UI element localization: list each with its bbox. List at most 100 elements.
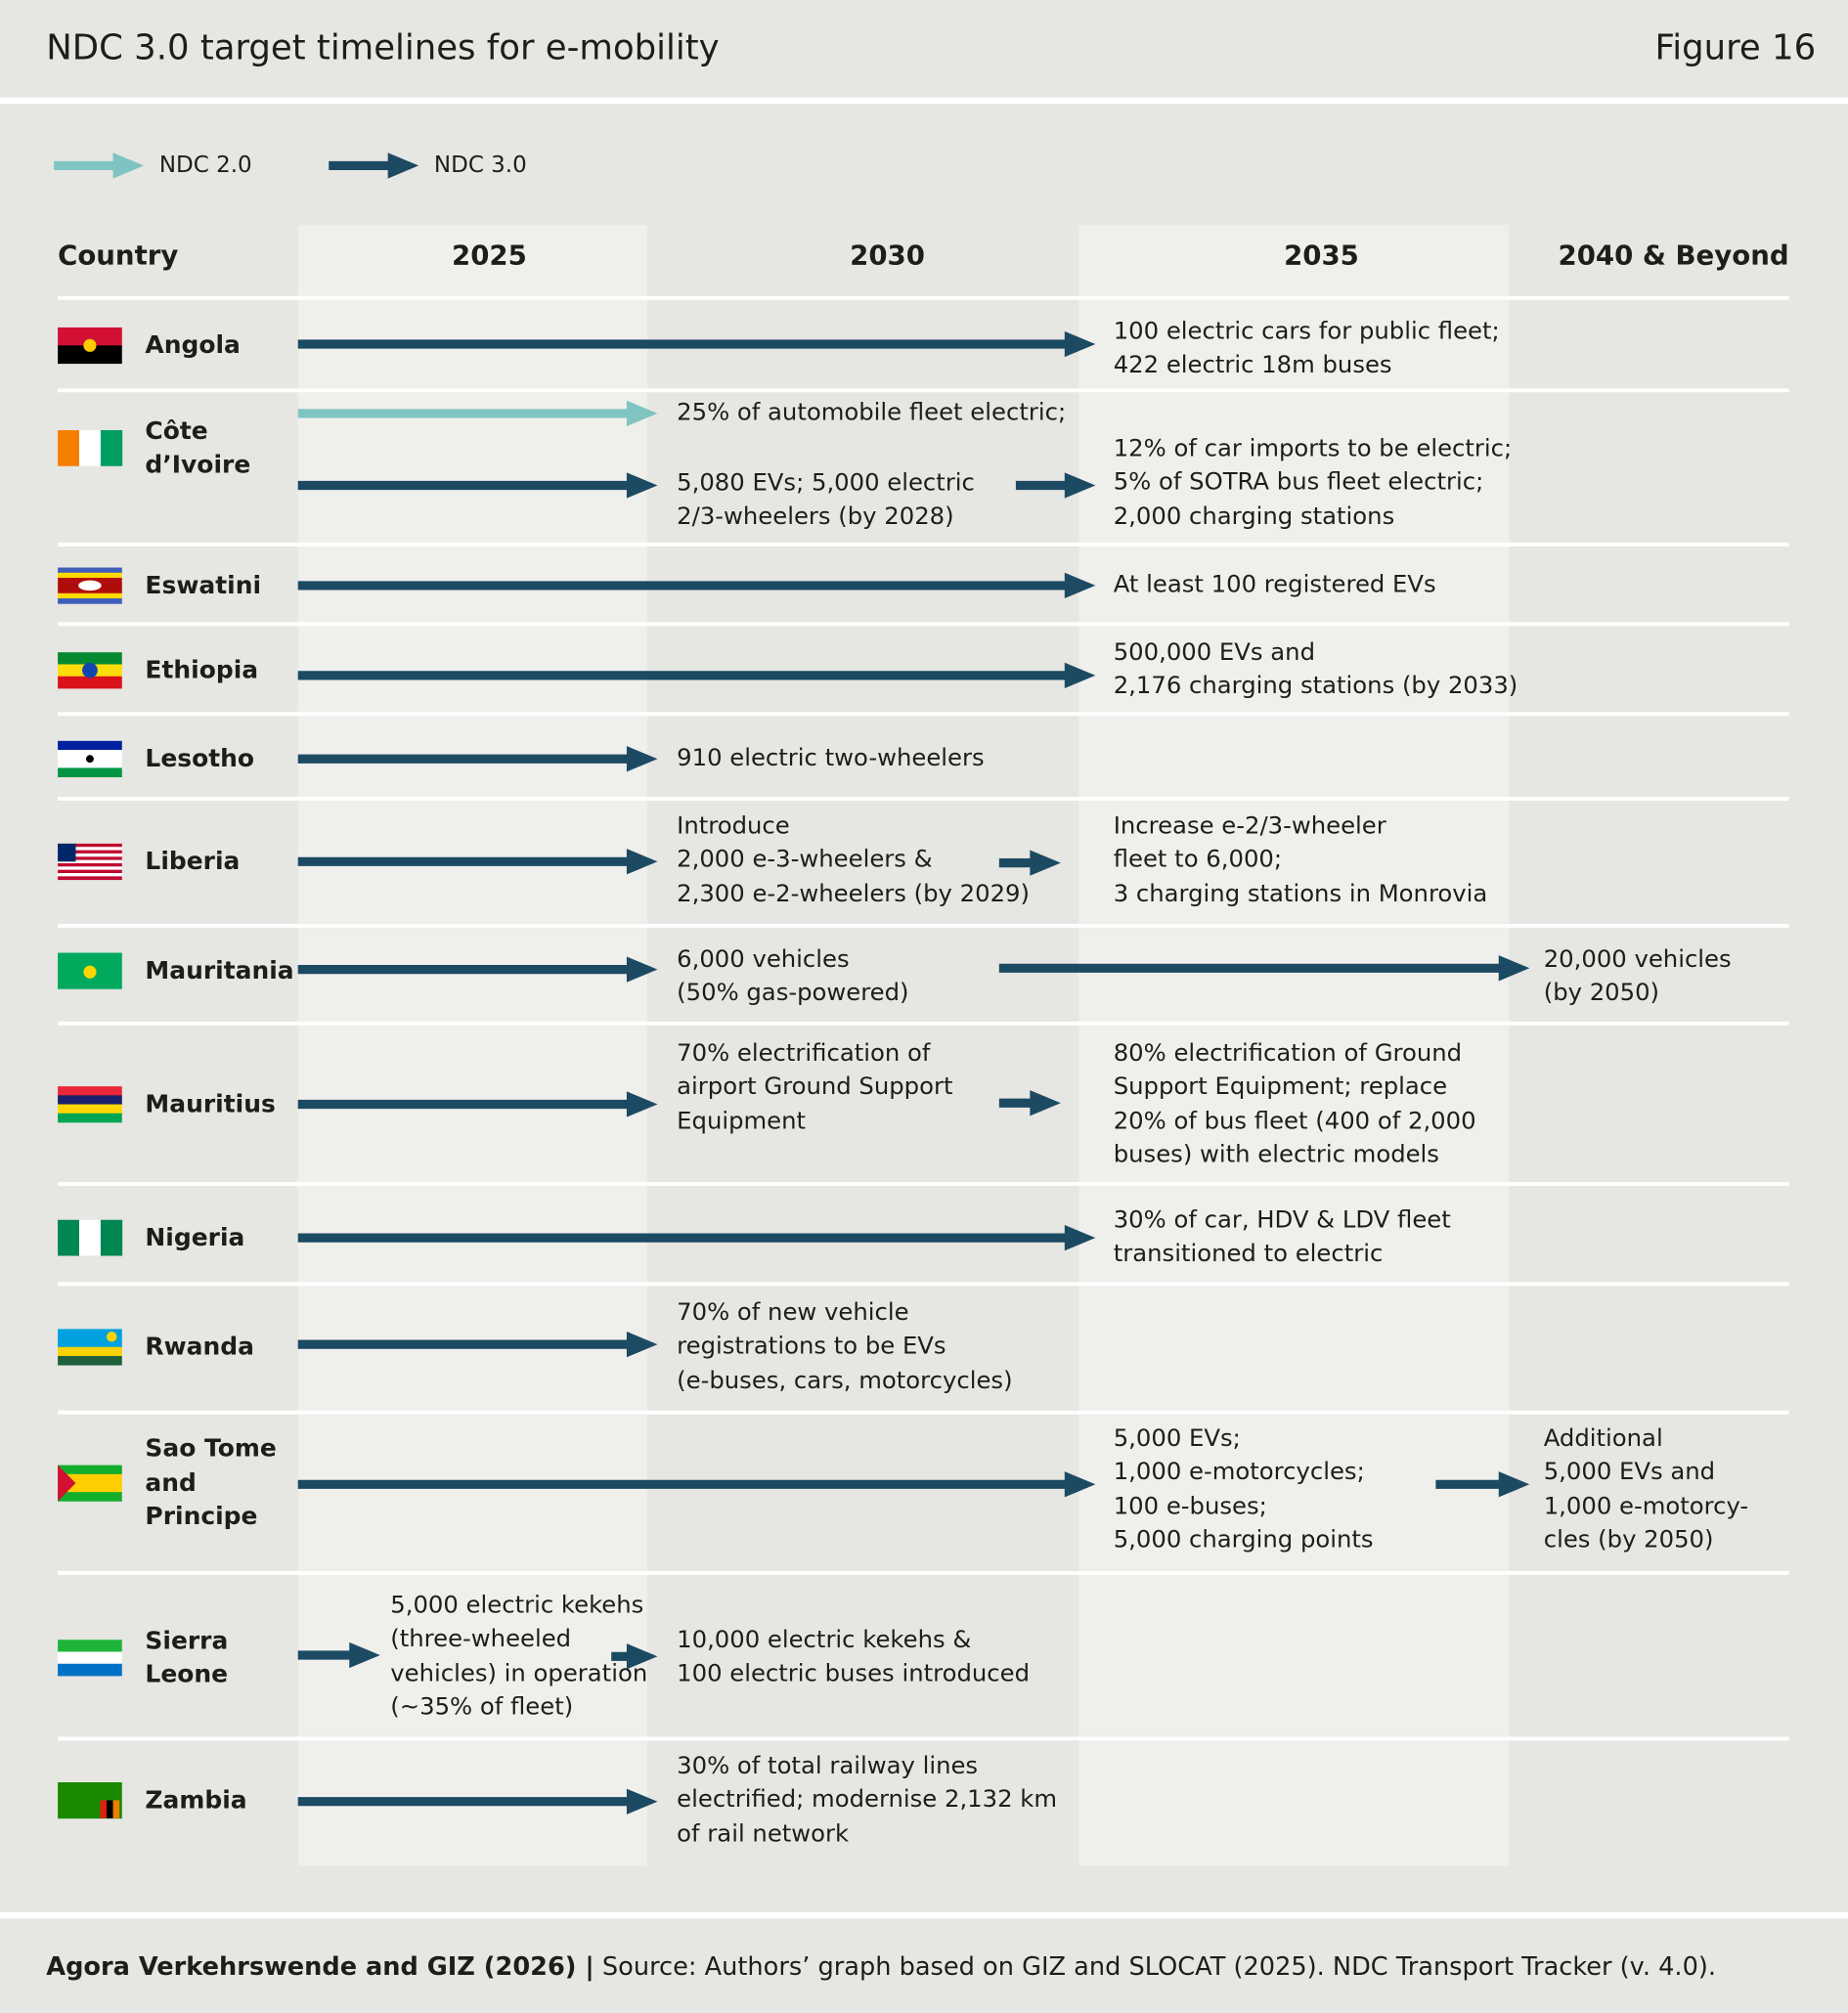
target-text: At least 100 registered EVs bbox=[1113, 571, 1436, 598]
flag-canton bbox=[58, 843, 76, 862]
row-rule bbox=[58, 923, 1789, 928]
flag-stripe bbox=[58, 1095, 122, 1105]
flag-emblem bbox=[85, 755, 94, 764]
flag-stripe bbox=[112, 1800, 120, 1818]
row-rule bbox=[58, 1021, 1789, 1026]
flag-emblem bbox=[83, 338, 97, 352]
flag-stripe bbox=[78, 1219, 102, 1256]
flag-stripe bbox=[58, 859, 122, 864]
arrow-head bbox=[1064, 1224, 1096, 1251]
target-text: 30% of total railway lines electrified; … bbox=[677, 1752, 1058, 1848]
arrow-head bbox=[626, 400, 658, 427]
arrow-head bbox=[626, 1332, 658, 1358]
flag-stripe bbox=[58, 1355, 122, 1366]
target-text: 12% of car imports to be electric; 5% of… bbox=[1113, 434, 1513, 531]
flag-stripe bbox=[58, 1482, 122, 1493]
flag-stripe bbox=[58, 327, 122, 346]
flag-stripe bbox=[58, 740, 122, 751]
arrow-head bbox=[1064, 572, 1096, 599]
target-text: 5,080 EVs; 5,000 electric 2/3-wheelers (… bbox=[677, 469, 975, 531]
flag-stripe bbox=[58, 1492, 122, 1502]
target-text: 6,000 vehicles (50% gas-powered) bbox=[677, 945, 909, 1008]
country-name: Liberia bbox=[145, 847, 241, 876]
flag-stripe bbox=[58, 572, 122, 579]
target-text: 500,000 EVs and 2,176 charging stations … bbox=[1113, 638, 1518, 701]
flag-stripe bbox=[58, 567, 122, 574]
flag-emblem bbox=[78, 580, 102, 591]
flag-stripe bbox=[58, 345, 122, 365]
country-name: Nigeria bbox=[145, 1223, 245, 1252]
row-rule bbox=[58, 796, 1789, 801]
arrow-head bbox=[1064, 662, 1096, 688]
flag-stripe bbox=[58, 856, 122, 861]
row-rule bbox=[58, 622, 1789, 627]
row-rule bbox=[58, 1570, 1789, 1575]
flag-stripe bbox=[58, 1473, 122, 1484]
country-name: Mauritania bbox=[145, 956, 294, 985]
country-name: Zambia bbox=[145, 1785, 247, 1815]
row-rule bbox=[58, 1282, 1789, 1287]
flag-stripe bbox=[58, 1329, 122, 1338]
band-2035 bbox=[1078, 224, 1510, 1866]
figure-label: Figure 16 bbox=[1654, 27, 1817, 68]
arrow-head bbox=[626, 1091, 658, 1117]
flag-stripe bbox=[58, 588, 122, 594]
arrow-head bbox=[626, 956, 658, 983]
flag-emblem bbox=[107, 1332, 117, 1342]
flag-stripe bbox=[58, 862, 122, 867]
target-text: Additional 5,000 EVs and 1,000 e-motorcy… bbox=[1543, 1424, 1749, 1554]
column-header: 2030 bbox=[850, 240, 925, 272]
flag-stripe bbox=[58, 876, 122, 881]
target-text: 100 electric cars for public fleet; 422 … bbox=[1113, 318, 1500, 379]
country-name: Sao Tome and Principe bbox=[145, 1434, 277, 1531]
flag-stripe bbox=[58, 866, 122, 871]
target-text: 5,000 EVs; 1,000 e-motorcycles; 100 e-bu… bbox=[1113, 1424, 1374, 1554]
title: NDC 3.0 target timelines for e-mobility bbox=[46, 27, 720, 68]
column-header: 2025 bbox=[452, 240, 527, 272]
country-name: Lesotho bbox=[145, 744, 255, 773]
flag-emblem bbox=[83, 965, 97, 979]
target-text: 5,000 electric kekehs (three-wheeled veh… bbox=[390, 1592, 648, 1722]
country-name: Rwanda bbox=[145, 1332, 254, 1361]
arrow-head bbox=[626, 472, 658, 499]
arrow-head bbox=[1064, 472, 1096, 499]
flag-emblem bbox=[82, 662, 98, 678]
flag-stripe bbox=[100, 1219, 123, 1256]
flag-stripe bbox=[58, 1663, 122, 1677]
footer-rule bbox=[0, 1911, 1848, 1919]
flag-stripe bbox=[107, 1800, 113, 1818]
footer: Agora Verkehrswende and GIZ (2026) | Sou… bbox=[46, 1949, 1716, 1986]
source: Source: Authors’ graph based on GIZ and … bbox=[601, 1951, 1717, 1982]
flag-stripe bbox=[58, 847, 122, 851]
column-header: 2040 & Beyond bbox=[1558, 240, 1789, 272]
country-name: Mauritius bbox=[145, 1089, 276, 1118]
flag-stripe bbox=[58, 767, 122, 778]
header-rule bbox=[0, 97, 1848, 105]
row-rule bbox=[58, 1181, 1789, 1186]
arrow-head bbox=[626, 1643, 658, 1670]
row-rule bbox=[58, 542, 1789, 547]
flag-stripe bbox=[58, 592, 122, 599]
arrow-head bbox=[1064, 330, 1096, 358]
row-rule bbox=[58, 712, 1789, 717]
country-name: Angola bbox=[145, 330, 241, 360]
arrow-head bbox=[1498, 1471, 1530, 1498]
target-text: 70% electrification of airport Ground Su… bbox=[677, 1039, 953, 1135]
target-text: 80% electrification of Ground Support Eq… bbox=[1113, 1039, 1476, 1169]
flag-stripe bbox=[58, 1113, 122, 1123]
row-rule bbox=[58, 295, 1789, 300]
row-rule bbox=[58, 1736, 1789, 1741]
flag-stripe bbox=[58, 598, 122, 604]
target-text: 910 electric two-wheelers bbox=[677, 744, 985, 772]
arrow-head bbox=[1064, 1471, 1096, 1498]
credit: Agora Verkehrswende and GIZ (2026) | bbox=[46, 1951, 594, 1982]
flag-stripe bbox=[58, 853, 122, 857]
flag-stripe bbox=[58, 676, 122, 689]
target-text: 20,000 vehicles (by 2050) bbox=[1543, 945, 1732, 1008]
flag-stripe bbox=[100, 429, 123, 466]
flag-stripe bbox=[58, 1465, 122, 1475]
